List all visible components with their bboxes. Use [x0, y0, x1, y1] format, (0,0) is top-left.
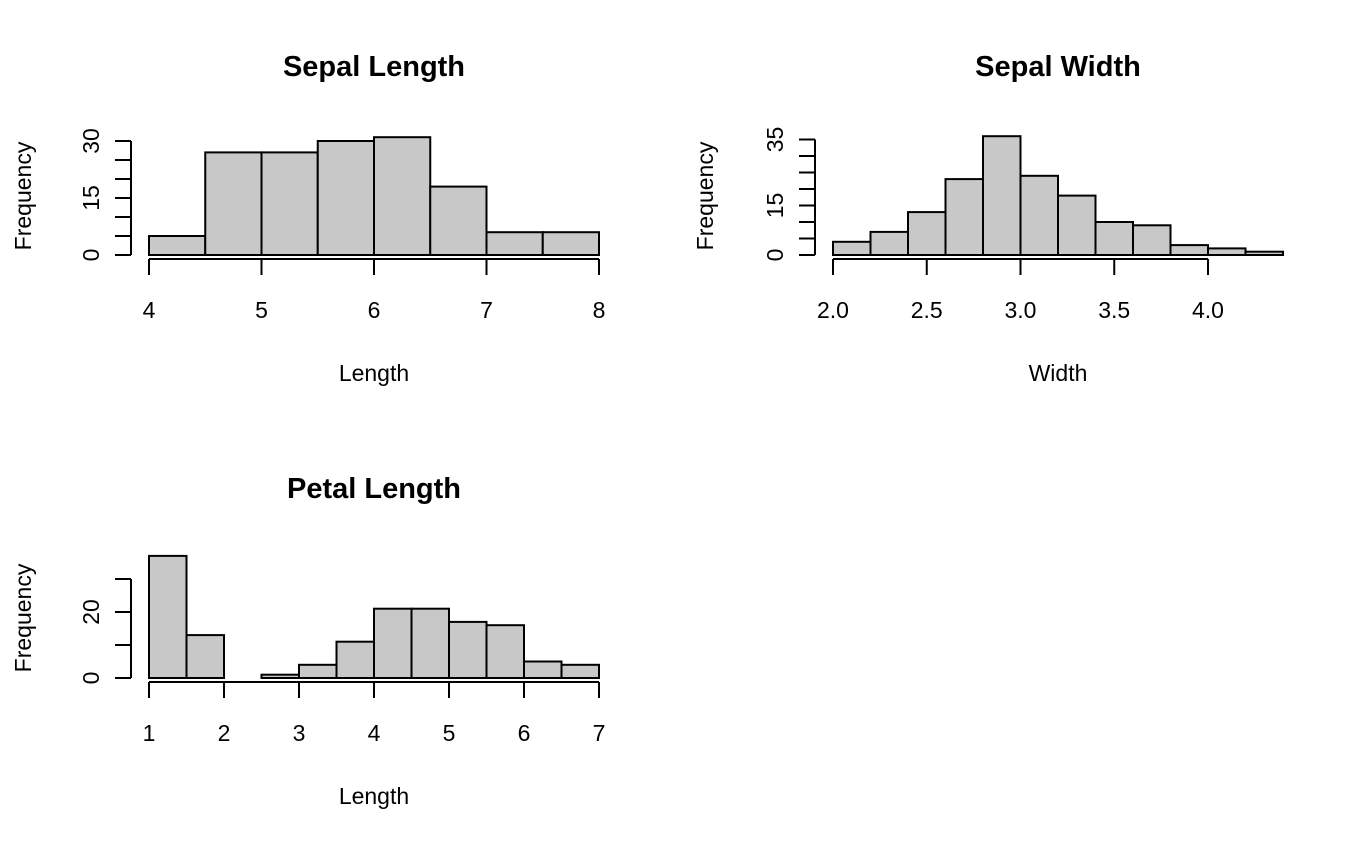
histogram-bar — [335, 640, 375, 680]
chart-title: Petal Length — [287, 473, 461, 505]
histogram-bar — [298, 663, 338, 679]
histogram-bar — [1169, 244, 1209, 257]
x-tick-label: 3.0 — [1005, 297, 1037, 323]
x-tick-label: 2.0 — [817, 297, 849, 323]
histogram-bar — [541, 231, 600, 256]
histogram-bar — [410, 607, 450, 680]
plot-area: 4 5 6 7 8 0 15 30 — [78, 128, 605, 323]
histogram-bar — [1207, 247, 1247, 256]
y-tick-label: 15 — [78, 185, 104, 211]
panel-sepal-width: Sepal Width Width Frequency 2.0 2.5 3.0 3.5… — [692, 51, 1284, 386]
histogram-bar — [485, 231, 544, 256]
panel-petal-length: Petal Length Length Frequency 1 2 3 4 5 6 7 0 20 — [10, 473, 605, 809]
histogram-bar — [982, 135, 1022, 256]
x-tick-label: 4 — [143, 297, 156, 323]
chart-title: Sepal Width — [975, 51, 1141, 83]
histogram-bar — [185, 634, 225, 679]
x-tick-label: 2 — [218, 720, 231, 746]
histogram-bar — [148, 554, 188, 680]
x-axis-label: Length — [339, 360, 409, 386]
histogram-bar — [204, 151, 263, 256]
x-tick-label: 5 — [443, 720, 456, 746]
x-tick-label: 3 — [293, 720, 306, 746]
histogram-bar — [373, 607, 413, 680]
y-tick-label: 20 — [78, 599, 104, 625]
x-tick-label: 4.0 — [1192, 297, 1224, 323]
x-tick-label: 6 — [518, 720, 531, 746]
x-tick-label: 7 — [480, 297, 493, 323]
y-tick-label: 0 — [78, 672, 104, 685]
y-axis-label: Frequency — [10, 141, 36, 250]
x-tick-label: 7 — [593, 720, 606, 746]
x-tick-label: 4 — [368, 720, 381, 746]
histogram-bar — [485, 624, 525, 680]
x-tick-label: 5 — [255, 297, 268, 323]
x-tick-label: 1 — [143, 720, 156, 746]
histogram-bar — [560, 663, 600, 679]
histogram-bar — [448, 620, 488, 680]
plot-area: 2.0 2.5 3.0 3.5 4.0 0 15 35 — [762, 127, 1284, 323]
histogram-bar — [260, 151, 319, 256]
histogram-bar — [869, 230, 909, 256]
y-tick-label: 15 — [762, 193, 788, 219]
histogram-bar — [260, 673, 300, 680]
y-tick-label: 35 — [762, 127, 788, 153]
histogram-bar — [1244, 250, 1284, 256]
histogram-bar — [523, 660, 563, 679]
y-tick-label: 30 — [78, 128, 104, 154]
x-tick-label: 3.5 — [1098, 297, 1130, 323]
histogram-bar — [373, 136, 432, 256]
y-axis-label: Frequency — [10, 563, 36, 672]
histogram-bar — [907, 211, 947, 257]
y-tick-label: 0 — [762, 249, 788, 262]
x-tick-label: 6 — [368, 297, 381, 323]
histogram-bar — [1057, 194, 1097, 257]
histogram-bar — [316, 140, 375, 256]
x-axis-label: Length — [339, 783, 409, 809]
histogram-bar — [429, 185, 488, 257]
histogram-bar — [1132, 224, 1172, 257]
histogram-bar — [1094, 221, 1134, 256]
histogram-bar — [944, 178, 984, 257]
histogram-bar — [148, 235, 207, 256]
panel-sepal-length: Sepal Length Length Frequency 4 5 6 7 8 0 15 30 — [10, 51, 605, 386]
plot-area: 1 2 3 4 5 6 7 0 20 — [78, 554, 606, 746]
x-tick-label: 2.5 — [911, 297, 943, 323]
x-tick-label: 8 — [593, 297, 606, 323]
histogram-bar — [1019, 174, 1059, 256]
chart-title: Sepal Length — [283, 51, 465, 83]
y-tick-label: 0 — [78, 249, 104, 262]
histogram-bar — [832, 240, 872, 257]
x-axis-label: Width — [1029, 360, 1088, 386]
y-axis-label: Frequency — [692, 141, 718, 250]
